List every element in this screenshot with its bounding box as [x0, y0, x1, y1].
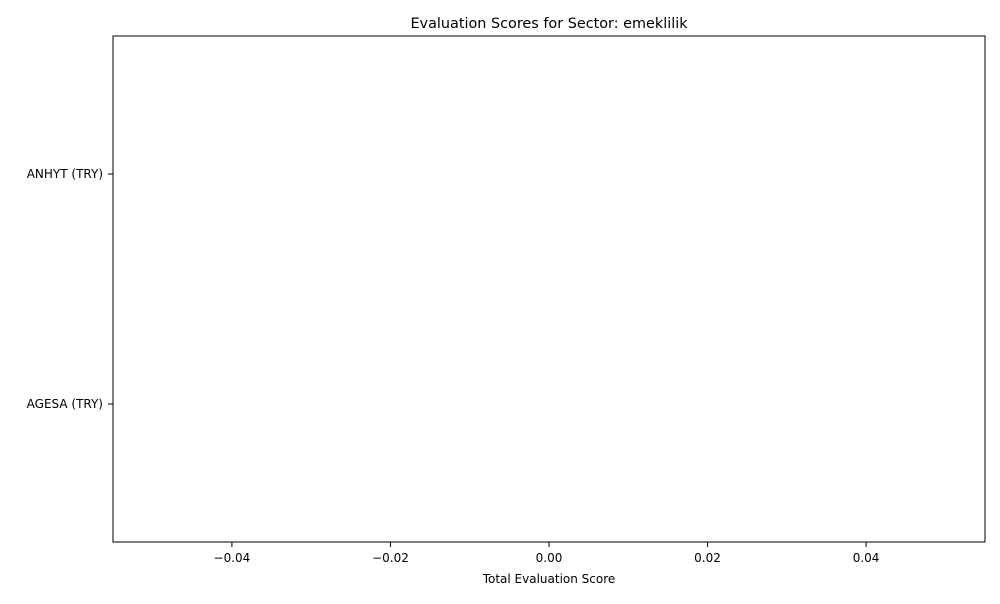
x-axis-ticks: −0.04 −0.02 0.00 0.02 0.04	[214, 542, 880, 565]
x-tick-label: 0.02	[694, 551, 721, 565]
x-tick-label: 0.00	[536, 551, 563, 565]
x-tick-label: −0.04	[214, 551, 251, 565]
y-tick-label: ANHYT (TRY)	[27, 167, 103, 181]
x-tick-label: −0.02	[372, 551, 409, 565]
y-axis-ticks: AGESA (TRY) ANHYT (TRY)	[27, 167, 113, 411]
y-tick-label: AGESA (TRY)	[27, 397, 103, 411]
chart-title: Evaluation Scores for Sector: emeklilik	[410, 16, 688, 32]
x-axis-label: Total Evaluation Score	[482, 572, 616, 586]
x-tick-label: 0.04	[853, 551, 880, 565]
plot-frame	[112, 35, 986, 543]
